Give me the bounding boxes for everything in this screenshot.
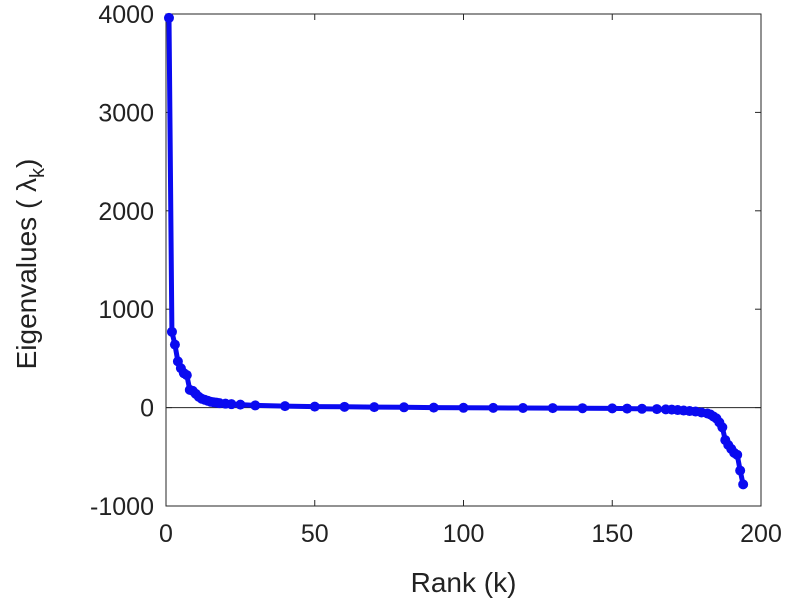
data-point (369, 402, 380, 413)
lambda-symbol: λ (11, 178, 42, 192)
data-point (637, 403, 647, 414)
data-point (488, 402, 499, 413)
plot-frame (165, 13, 762, 507)
data-point (280, 401, 290, 412)
data-point (163, 12, 174, 23)
data-point (428, 402, 439, 413)
data-point (339, 401, 350, 412)
x-axis-title: Rank (k) (411, 567, 517, 598)
y-tick-label: 3000 (98, 99, 154, 127)
data-point (250, 400, 261, 411)
data-point (732, 449, 743, 460)
data-point (226, 399, 237, 410)
data-point (309, 401, 320, 412)
data-point (735, 465, 746, 476)
x-tick-label: 200 (740, 520, 782, 548)
data-point (738, 479, 749, 490)
data-point (166, 326, 177, 337)
subscript-k: k (27, 167, 49, 178)
data-point (622, 403, 633, 414)
y-axis-title-close: ) (11, 159, 42, 168)
data-point (607, 403, 618, 414)
data-point (181, 370, 192, 381)
data-point (169, 339, 180, 350)
y-axis-title: Eigenvalues ( λk) (11, 159, 49, 370)
data-point (651, 404, 662, 415)
data-point (235, 399, 246, 410)
x-tick-label: 100 (443, 520, 485, 548)
x-tick-label: 150 (591, 520, 633, 548)
data-point (518, 402, 528, 413)
series-line (166, 15, 746, 487)
data-point (399, 402, 409, 413)
y-axis-title-text: Eigenvalues ( (11, 192, 42, 369)
y-tick-label: -1000 (90, 493, 154, 521)
y-tick-label: 1000 (98, 296, 154, 324)
data-point (577, 403, 588, 414)
y-tick-label: 4000 (98, 1, 154, 29)
x-tick-label: 50 (301, 520, 329, 548)
data-point (717, 422, 728, 433)
x-tick-label: 0 (159, 520, 173, 548)
y-tick-label: 0 (140, 395, 154, 423)
data-point (547, 403, 558, 414)
y-tick-label: 2000 (98, 198, 154, 226)
data-point (458, 402, 469, 413)
